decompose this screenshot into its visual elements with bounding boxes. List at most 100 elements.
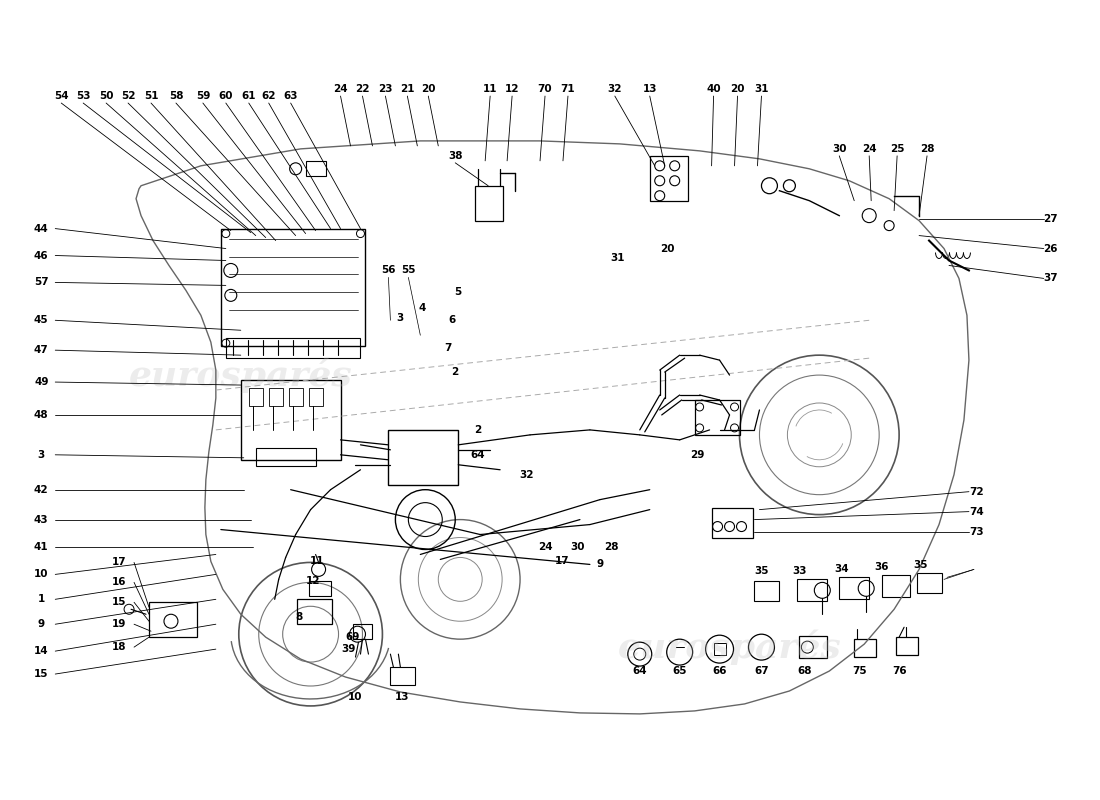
Text: 51: 51 <box>144 91 158 101</box>
Text: 20: 20 <box>660 243 675 254</box>
Bar <box>896 637 918 655</box>
Bar <box>352 624 373 639</box>
Text: 21: 21 <box>400 84 415 94</box>
Text: 13: 13 <box>395 692 409 702</box>
Text: 66: 66 <box>713 666 727 676</box>
Text: 5: 5 <box>454 287 462 298</box>
Text: 31: 31 <box>755 84 769 94</box>
Text: 46: 46 <box>34 250 48 261</box>
Text: 53: 53 <box>76 91 90 101</box>
Text: 65: 65 <box>672 666 686 676</box>
Text: 17: 17 <box>554 557 570 566</box>
Text: 43: 43 <box>34 514 48 525</box>
Text: 28: 28 <box>920 144 934 154</box>
Bar <box>268 388 283 406</box>
Text: 4: 4 <box>419 303 426 314</box>
Bar <box>309 388 322 406</box>
Text: 11: 11 <box>309 557 323 566</box>
Bar <box>390 667 416 685</box>
Text: 23: 23 <box>378 84 393 94</box>
Text: 76: 76 <box>892 666 906 676</box>
Bar <box>475 186 503 221</box>
Text: 31: 31 <box>610 254 625 263</box>
Text: 64: 64 <box>471 450 485 460</box>
Text: 47: 47 <box>34 345 48 355</box>
Text: 39: 39 <box>341 644 355 654</box>
Text: eurosparés: eurosparés <box>618 630 842 665</box>
Text: 72: 72 <box>969 486 984 497</box>
Text: 49: 49 <box>34 377 48 387</box>
Bar <box>255 448 316 466</box>
Text: 57: 57 <box>34 278 48 287</box>
Text: 19: 19 <box>112 619 126 630</box>
Text: 56: 56 <box>382 266 396 275</box>
Text: 44: 44 <box>34 223 48 234</box>
Bar <box>650 156 688 201</box>
Text: 60: 60 <box>219 91 233 101</box>
Text: 7: 7 <box>444 343 452 353</box>
Bar <box>309 582 331 596</box>
Text: 42: 42 <box>34 485 48 494</box>
Text: 75: 75 <box>851 666 867 676</box>
Text: 28: 28 <box>605 542 619 553</box>
Bar <box>714 643 726 655</box>
Text: 73: 73 <box>969 526 984 537</box>
Text: 24: 24 <box>862 144 877 154</box>
Bar <box>306 161 326 176</box>
Text: 58: 58 <box>168 91 184 101</box>
Text: 35: 35 <box>755 566 769 577</box>
Bar <box>855 639 877 657</box>
Text: 2: 2 <box>474 425 482 435</box>
Text: 41: 41 <box>34 542 48 553</box>
Bar <box>148 602 197 637</box>
Text: 59: 59 <box>196 91 210 101</box>
Bar <box>249 388 263 406</box>
Text: 3: 3 <box>37 450 45 460</box>
Text: 24: 24 <box>538 542 552 553</box>
Text: 18: 18 <box>112 642 126 652</box>
Bar <box>241 380 341 460</box>
Text: 1: 1 <box>37 594 45 604</box>
Text: 50: 50 <box>99 91 113 101</box>
Text: 63: 63 <box>284 91 298 101</box>
Text: 11: 11 <box>483 84 497 94</box>
Text: 10: 10 <box>34 570 48 579</box>
Text: 26: 26 <box>1044 243 1058 254</box>
Text: 30: 30 <box>571 542 585 553</box>
Text: 6: 6 <box>449 315 455 326</box>
Text: 52: 52 <box>121 91 135 101</box>
Text: 8: 8 <box>295 612 302 622</box>
Text: 40: 40 <box>706 84 721 94</box>
Text: 24: 24 <box>333 84 348 94</box>
Bar <box>800 636 827 658</box>
Text: 12: 12 <box>306 576 320 586</box>
Bar <box>839 578 869 599</box>
Text: 17: 17 <box>112 558 126 567</box>
Bar <box>755 582 780 602</box>
Text: 13: 13 <box>642 84 657 94</box>
Text: 9: 9 <box>37 619 45 630</box>
Text: 37: 37 <box>1044 274 1058 283</box>
Text: 2: 2 <box>452 367 459 377</box>
Text: 70: 70 <box>538 84 552 94</box>
Text: 9: 9 <box>596 559 604 570</box>
Bar <box>288 388 302 406</box>
Text: 45: 45 <box>34 315 48 326</box>
Text: 55: 55 <box>402 266 416 275</box>
Text: 33: 33 <box>792 566 806 577</box>
Text: 15: 15 <box>34 669 48 679</box>
Text: 35: 35 <box>914 561 928 570</box>
Text: 10: 10 <box>349 692 363 702</box>
Text: 29: 29 <box>691 450 705 460</box>
Bar <box>917 574 942 594</box>
Text: 48: 48 <box>34 410 48 420</box>
Text: 34: 34 <box>834 565 848 574</box>
Text: 25: 25 <box>890 144 904 154</box>
Text: 61: 61 <box>242 91 256 101</box>
Text: 69: 69 <box>345 632 360 642</box>
Text: 71: 71 <box>561 84 575 94</box>
Bar <box>694 400 739 435</box>
Bar <box>712 508 754 538</box>
Bar <box>221 229 365 346</box>
Text: 62: 62 <box>262 91 276 101</box>
